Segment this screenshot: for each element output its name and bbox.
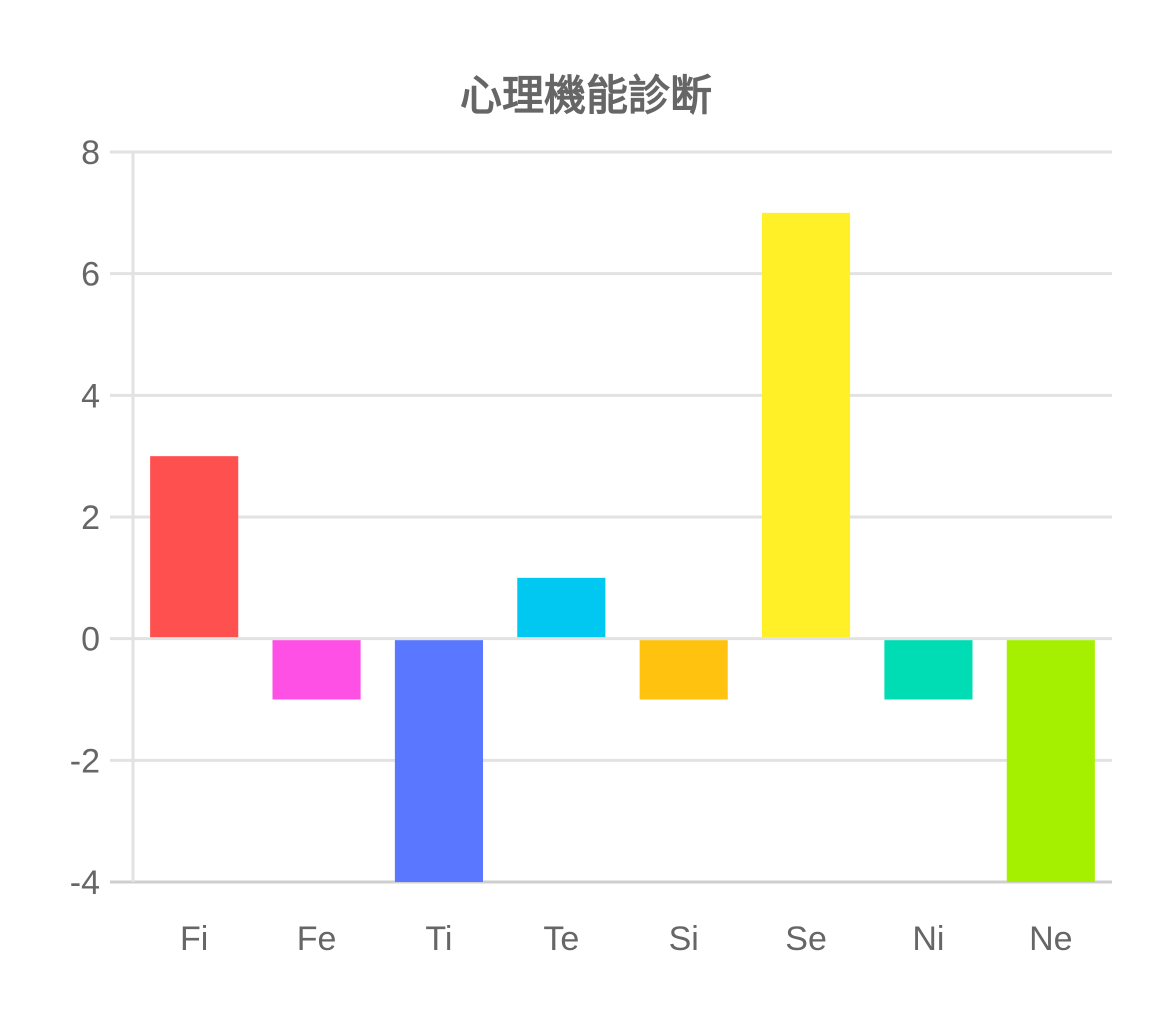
bar-si [639,640,728,700]
bar-ni [884,640,973,700]
y-tick-label: -4 [70,864,100,902]
gridlines [110,150,1112,884]
y-tick-label: -2 [70,742,100,780]
y-tick-label: 8 [81,134,100,172]
x-tick-label: Ne [1029,920,1072,958]
x-tick-label: Si [669,920,699,958]
x-tick-label: Se [785,920,827,958]
bar-ne [1006,640,1095,882]
bar-fe [272,640,361,700]
y-tick-label: 4 [81,377,100,415]
y-tick-label: 0 [81,621,100,659]
bar-se [762,212,851,638]
y-tick-labels: 8 6 4 2 0 -2 -4 [70,134,100,902]
bars [150,212,1095,882]
y-tick-label: 2 [81,499,100,537]
x-tick-labels: Fi Fe Ti Te Si Se Ni Ne [180,920,1073,958]
bar-fi [150,456,239,638]
bar-ti [394,640,483,882]
y-tick-label: 6 [81,256,100,294]
x-tick-label: Te [543,920,579,958]
x-tick-label: Ti [425,920,452,958]
chart-title: 心理機能診断 [460,71,712,120]
x-tick-label: Ni [912,920,944,958]
x-tick-label: Fe [297,920,337,958]
x-tick-label: Fi [180,920,208,958]
bar-te [517,577,606,638]
